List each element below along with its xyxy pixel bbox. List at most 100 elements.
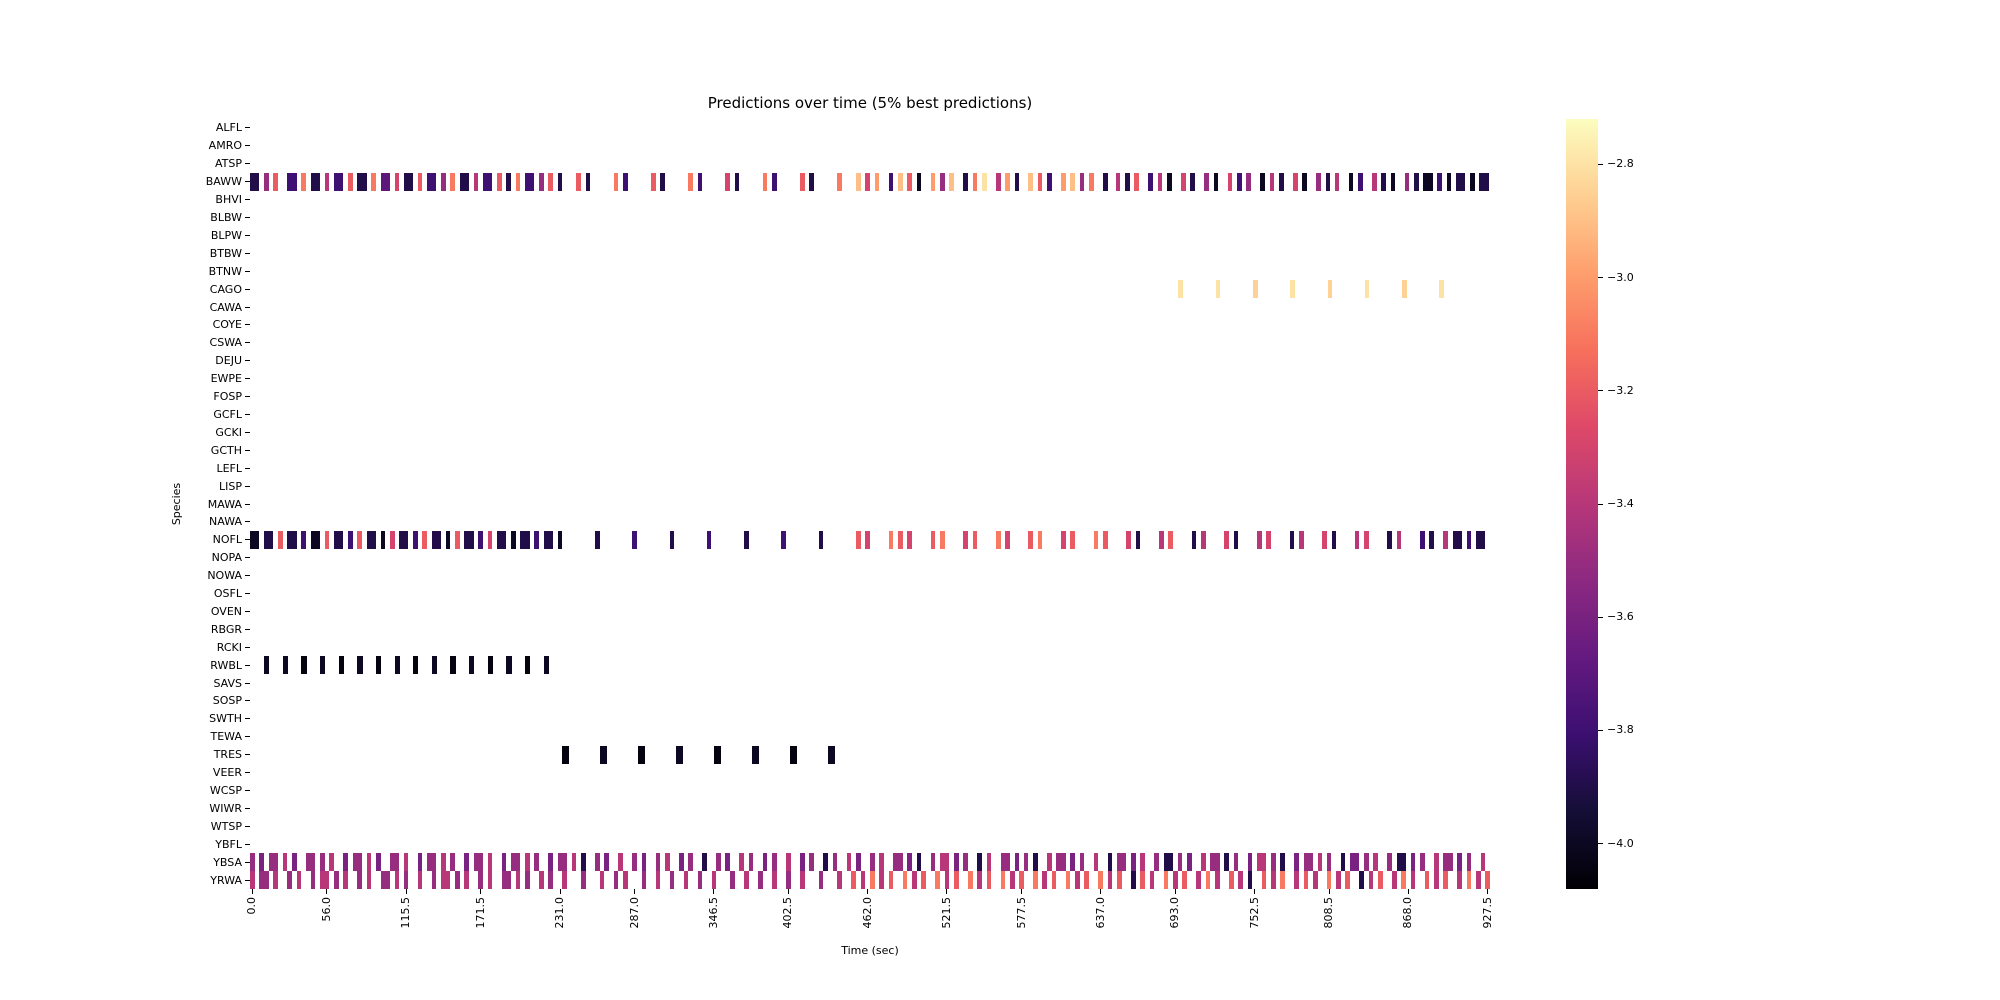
heatmap-cell <box>469 656 475 675</box>
heatmap-cell <box>1364 280 1370 299</box>
xtick-mark <box>251 889 253 894</box>
heatmap-cell <box>1354 530 1360 549</box>
heatmap-cell <box>879 853 884 872</box>
heatmap-cell <box>1312 871 1318 889</box>
heatmap-cell <box>441 172 446 191</box>
heatmap-cell <box>501 853 507 872</box>
heatmap-cell <box>1401 871 1407 889</box>
heatmap-cell <box>888 172 894 191</box>
heatmap-cell <box>1364 530 1369 549</box>
heatmap-cell <box>1303 871 1309 889</box>
heatmap-cell <box>1322 530 1327 549</box>
colorbar-tick-label: −4.0 <box>1607 836 1634 850</box>
heatmap-cell <box>1390 172 1396 191</box>
heatmap-cell <box>515 871 521 889</box>
heatmap-cell <box>939 853 950 872</box>
heatmap-cell <box>1115 172 1121 191</box>
heatmap-cell <box>725 172 731 191</box>
xtick-mark <box>559 889 561 894</box>
heatmap-cell <box>1331 530 1337 549</box>
heatmap-cell <box>1340 853 1346 872</box>
ytick-label-bhvi: BHVI <box>215 193 242 207</box>
heatmap-cell <box>413 530 418 549</box>
heatmap-cell <box>977 871 982 889</box>
heatmap-cell <box>352 853 362 872</box>
heatmap-cell <box>305 853 316 872</box>
ytick-label-cawa: CAWA <box>209 300 242 314</box>
colorbar-tick-label: −3.6 <box>1607 610 1634 624</box>
heatmap-cell <box>1000 871 1006 889</box>
heatmap-cell <box>1476 530 1486 549</box>
heatmap-cell <box>809 172 815 191</box>
heatmap-cell <box>963 853 968 872</box>
heatmap-cell <box>669 530 675 549</box>
heatmap-cell <box>1180 172 1186 191</box>
xtick-mark <box>1487 889 1489 894</box>
heatmap-cell <box>1154 853 1160 872</box>
heatmap-cell <box>525 853 530 872</box>
heatmap-cell <box>539 871 544 889</box>
ytick-mark <box>245 467 250 469</box>
xtick-label: 868.0 <box>1401 897 1415 929</box>
heatmap-cell <box>856 530 861 549</box>
heatmap-cell <box>319 853 325 872</box>
heatmap-cell <box>828 745 835 764</box>
ytick-mark <box>245 539 250 541</box>
colorbar-tick-label: −3.0 <box>1607 270 1634 284</box>
heatmap-cell <box>483 172 493 191</box>
heatmap-cell <box>441 871 451 889</box>
ytick-mark <box>245 754 250 756</box>
heatmap-cell <box>930 172 936 191</box>
heatmap-cell <box>870 853 875 872</box>
xtick-mark <box>1328 889 1330 894</box>
heatmap-cell <box>394 871 400 889</box>
heatmap-cell <box>1443 853 1453 872</box>
heatmap-cell <box>1457 853 1463 872</box>
ytick-label-amro: AMRO <box>208 139 242 153</box>
heatmap-cell <box>1410 853 1416 872</box>
xtick-label: 0.0 <box>245 897 259 915</box>
heatmap-cell <box>357 172 367 191</box>
xtick-label: 462.0 <box>860 897 874 929</box>
heatmap-cell <box>1443 530 1449 549</box>
heatmap-cell <box>562 745 569 764</box>
ytick-label-sosp: SOSP <box>212 694 242 708</box>
heatmap-cell <box>301 172 306 191</box>
heatmap-cell <box>939 530 945 549</box>
ytick-label-rbgr: RBGR <box>210 622 242 636</box>
heatmap-cell <box>1205 871 1211 889</box>
heatmap-cell <box>1372 172 1377 191</box>
heatmap-cell <box>1247 853 1253 872</box>
heatmap-cell <box>781 530 787 549</box>
heatmap-cell <box>1387 530 1393 549</box>
colorbar-tick-mark <box>1598 390 1603 392</box>
ytick-label-blpw: BLPW <box>210 228 242 242</box>
heatmap-cell <box>1410 871 1416 889</box>
ytick-label-nofl: NOFL <box>212 533 242 547</box>
heatmap-cell <box>539 172 544 191</box>
heatmap-cell <box>856 853 861 872</box>
heatmap-cell <box>1466 871 1472 889</box>
heatmap-cell <box>282 853 288 872</box>
heatmap-cell <box>366 853 372 872</box>
heatmap-cell <box>1005 172 1010 191</box>
xtick-label: 171.5 <box>473 897 487 929</box>
heatmap-cell <box>716 853 721 872</box>
heatmap-cell <box>1051 871 1057 889</box>
xtick-mark <box>480 889 482 894</box>
heatmap-cell <box>1424 871 1430 889</box>
ytick-mark <box>245 807 250 809</box>
heatmap-cell <box>1246 172 1251 191</box>
heatmap-cell <box>622 172 628 191</box>
xtick-label: 521.5 <box>939 897 953 929</box>
heatmap-cell <box>557 530 563 549</box>
xtick-mark <box>405 889 407 894</box>
heatmap-cell <box>403 172 414 191</box>
xtick-label: 56.0 <box>319 897 333 922</box>
ytick-label-ewpe: EWPE <box>210 372 242 386</box>
heatmap-cell <box>338 656 344 675</box>
heatmap-cell <box>1456 172 1466 191</box>
heatmap-cell <box>963 530 968 549</box>
heatmap-cell <box>664 853 670 872</box>
heatmap-cell <box>450 172 456 191</box>
